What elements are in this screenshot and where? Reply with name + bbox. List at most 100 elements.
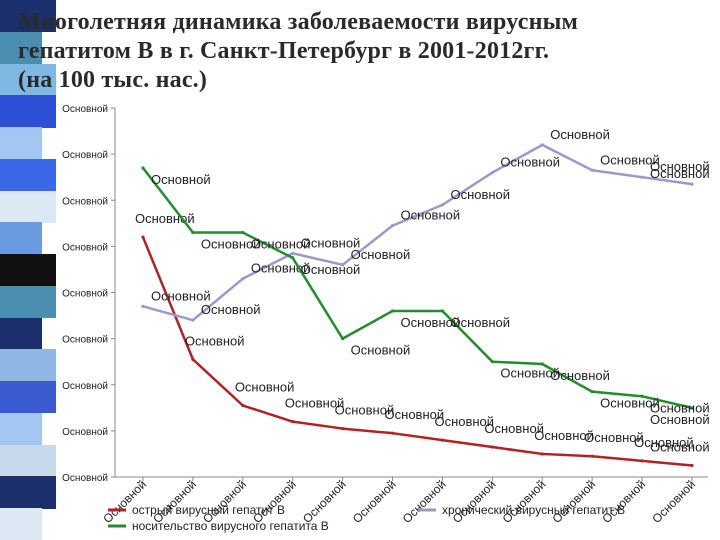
series-line	[141, 236, 693, 467]
decor-stripe	[0, 31, 42, 64]
x-tick-label: Основной	[550, 477, 599, 526]
data-label: Основной	[151, 172, 211, 187]
data-label: Основной	[584, 430, 644, 445]
y-tick-label: Основной	[62, 427, 108, 438]
decor-stripe	[0, 190, 56, 223]
data-label: Основной	[351, 343, 411, 358]
data-label: Основной	[650, 166, 710, 181]
data-label: Основной	[450, 315, 510, 330]
data-label: Основной	[600, 396, 660, 411]
data-label: Основной	[251, 237, 311, 252]
data-label: Основной	[351, 247, 411, 262]
data-point	[141, 304, 145, 308]
data-point	[640, 459, 644, 463]
data-label: Основной	[301, 262, 361, 277]
data-point	[590, 168, 594, 172]
y-tick-label: Основной	[62, 335, 108, 346]
slide-title-line-1: Многолетняя динамика заболеваемости виру…	[18, 9, 579, 35]
data-point	[690, 463, 694, 468]
data-point	[440, 203, 445, 207]
series-line	[142, 167, 693, 410]
decor-stripe	[0, 317, 42, 350]
data-point	[490, 170, 494, 175]
data-label: Основной	[650, 439, 710, 454]
data-point	[540, 143, 544, 147]
data-label: Основной	[534, 428, 594, 443]
data-label: Основной	[634, 435, 694, 450]
data-point	[390, 431, 395, 435]
data-label: Основной	[235, 380, 295, 395]
data-point	[590, 454, 594, 458]
data-point	[640, 394, 644, 398]
legend-label: острый вирусный гепатит В	[132, 503, 285, 517]
data-point	[341, 337, 345, 341]
data-point	[141, 166, 145, 170]
data-label: Основной	[434, 414, 494, 429]
decor-stripe	[0, 285, 56, 319]
data-point	[490, 360, 494, 364]
data-label: Основной	[401, 208, 461, 223]
slide-title: Многолетняя динамика заболеваемости виру…	[18, 8, 708, 95]
data-label: Основной	[450, 187, 510, 202]
y-tick-label: Основной	[62, 289, 108, 300]
decor-stripe	[0, 412, 42, 446]
data-point	[540, 362, 544, 366]
y-tick-label: Основной	[62, 381, 108, 392]
data-point	[291, 256, 295, 260]
data-point	[440, 309, 445, 313]
slide-title-line-2: гепатитом В в г. Санкт-Петербург в 2001-…	[18, 38, 550, 64]
data-point	[291, 420, 295, 424]
data-label: Основной	[484, 421, 544, 436]
decor-stripe	[0, 63, 56, 96]
data-label: Основной	[500, 155, 560, 170]
data-point	[440, 438, 445, 442]
y-tick-label: Основной	[62, 104, 108, 115]
data-point	[590, 390, 594, 394]
decor-stripe	[0, 508, 42, 540]
decor-stripe	[0, 0, 56, 33]
data-label: Основной	[185, 333, 245, 348]
data-point	[341, 263, 345, 267]
data-point	[241, 230, 245, 235]
x-tick-label: Основной	[599, 477, 648, 526]
data-point	[191, 230, 195, 235]
data-point	[390, 224, 395, 228]
legend-label: хронический вирусный гепатит В	[442, 503, 625, 517]
data-point	[291, 251, 295, 255]
legend-label: носительство вирусного гепатита В	[132, 519, 329, 533]
decor-stripe	[0, 127, 42, 160]
y-tick-label: Основной	[62, 473, 108, 484]
data-point	[690, 182, 694, 186]
data-label: Основной	[201, 237, 261, 252]
data-point	[490, 445, 494, 449]
data-label: Основной	[500, 366, 560, 381]
decor-stripe	[0, 444, 56, 477]
data-label: Основной	[650, 159, 710, 174]
data-label: Основной	[285, 396, 345, 411]
data-label: Основной	[151, 288, 211, 303]
data-label: Основной	[385, 407, 445, 422]
data-point	[191, 357, 195, 361]
data-point	[241, 277, 245, 281]
x-tick-label: Основной	[400, 477, 449, 526]
decor-stripe	[0, 158, 56, 192]
y-tick-label: Основной	[62, 196, 108, 207]
data-label: Основной	[401, 315, 461, 330]
data-point	[390, 309, 395, 313]
decor-stripe	[0, 254, 56, 287]
data-label: Основной	[550, 127, 610, 142]
data-point	[241, 403, 245, 408]
data-label: Основной	[650, 412, 710, 427]
y-tick-label: Основной	[62, 242, 108, 253]
decor-stripe	[0, 476, 56, 509]
data-point	[141, 235, 145, 239]
x-tick-label: Основной	[350, 477, 399, 526]
data-label: Основной	[650, 400, 710, 415]
data-point	[341, 426, 345, 431]
data-point	[191, 318, 195, 322]
decor-stripe	[0, 95, 56, 128]
y-tick-label: Основной	[62, 150, 108, 161]
data-point	[540, 452, 544, 456]
data-point	[690, 406, 694, 410]
